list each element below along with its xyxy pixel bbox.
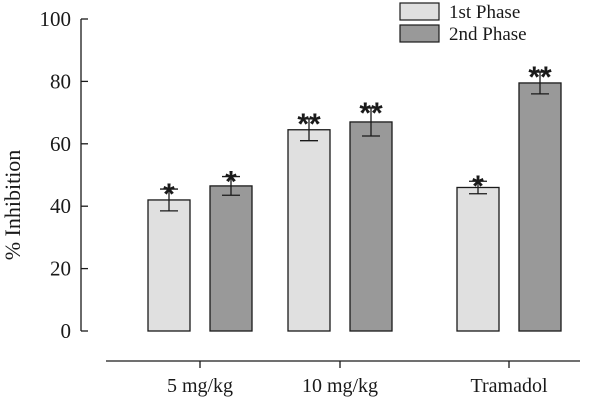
x-tick-label: Tramadol [470, 375, 547, 397]
y-tick-label: 80 [50, 69, 71, 93]
x-tick-label: 10 mg/kg [302, 375, 378, 397]
significance-marker: * [225, 166, 237, 199]
bar [349, 121, 393, 332]
axes: 0 20 40 60 80 100 [40, 7, 580, 368]
legend-swatch [399, 2, 440, 21]
significance-marker: ** [359, 97, 383, 130]
bar [147, 199, 191, 332]
significance-marker: ** [297, 108, 321, 141]
y-axis-label: % Inhibition [0, 150, 25, 261]
bar [287, 129, 331, 332]
legend-swatch [399, 24, 440, 43]
legend-label: 2nd Phase [449, 24, 527, 45]
bars [147, 71, 562, 332]
significance-marker: * [163, 178, 175, 211]
y-tick-label: 100 [40, 7, 72, 31]
y-tick-label: 0 [61, 319, 72, 343]
significance-marker: ** [528, 61, 552, 94]
bar [456, 186, 500, 332]
labels: % Inhibition 5 mg/kg 10 mg/kg Tramadol****… [0, 61, 552, 397]
legend-label: 1st Phase [449, 2, 520, 23]
x-tick-label: 5 mg/kg [167, 375, 233, 397]
significance-marker: * [472, 170, 484, 203]
bar [209, 185, 253, 332]
y-tick-label: 40 [50, 194, 71, 218]
bar [518, 82, 562, 332]
y-tick-label: 60 [50, 132, 71, 156]
y-tick-label: 20 [50, 257, 71, 281]
